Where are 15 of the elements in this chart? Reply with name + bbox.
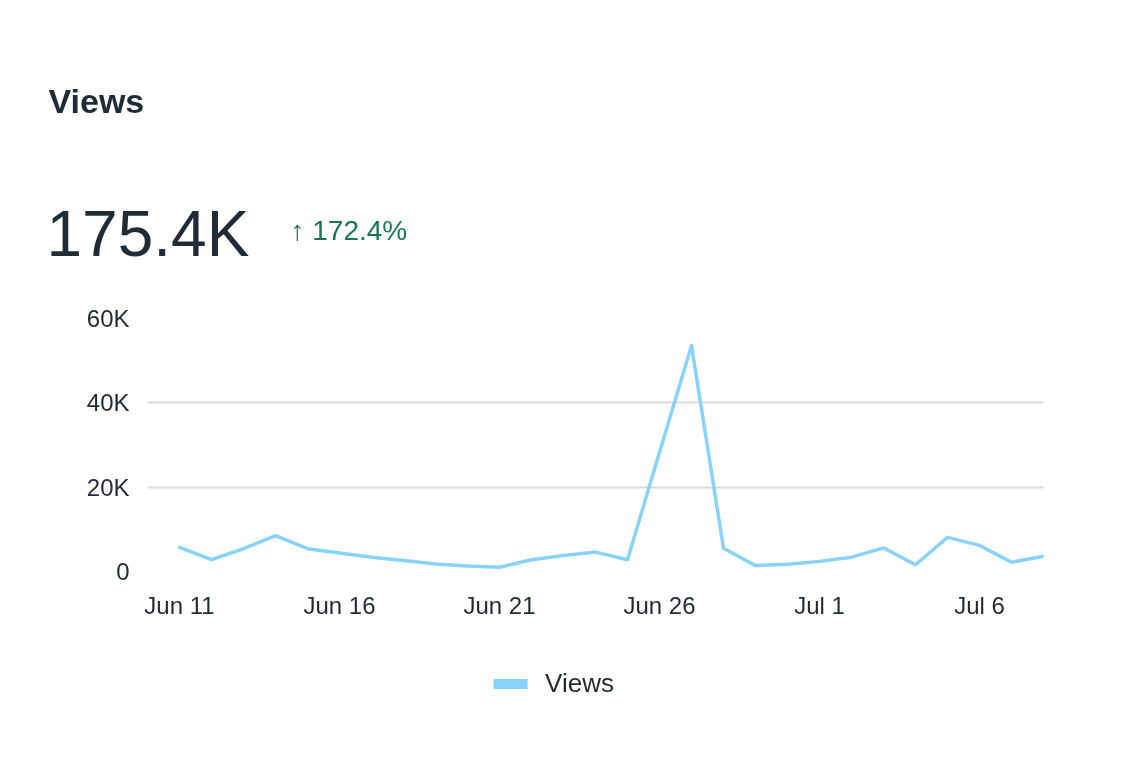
x-tick-label: Jun 16 — [303, 591, 376, 619]
x-tick-label: Jun 26 — [623, 591, 696, 619]
y-tick-label: 60K — [86, 305, 130, 332]
x-tick-label: Jul 6 — [954, 591, 1005, 619]
chart-subtitle: 175.4K — [46, 197, 250, 270]
text: ↑ 172.4% — [290, 215, 408, 246]
chart-title: Views — [48, 81, 145, 120]
y-tick-label: 20K — [86, 473, 130, 501]
legend-label: Views — [545, 667, 614, 699]
x-tick-label: Jun 11 — [144, 591, 215, 619]
x-tick-label: Jul 1 — [794, 591, 845, 619]
y-tick-label: 40K — [86, 389, 130, 417]
y-tick-label: 0 — [116, 558, 130, 585]
line-series — [177, 343, 1044, 570]
x-tick-label: Jun 21 — [463, 591, 536, 619]
